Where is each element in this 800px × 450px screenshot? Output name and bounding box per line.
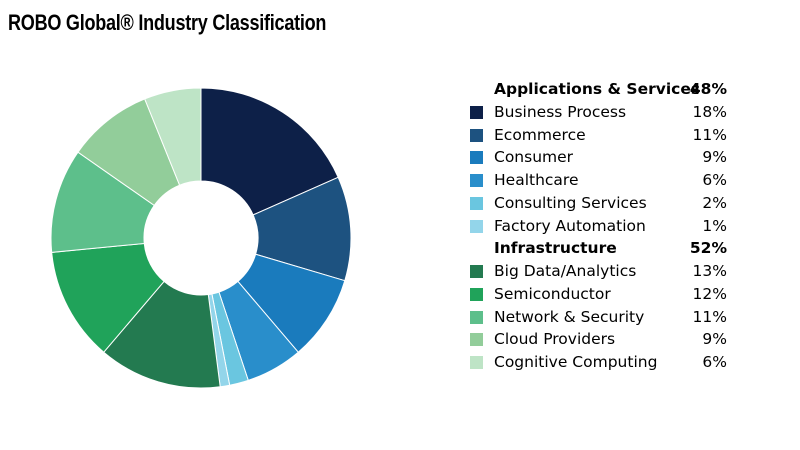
legend-value: 2% <box>702 193 727 212</box>
legend-item: Healthcare 6% <box>468 169 730 192</box>
legend-label: Ecommerce <box>494 125 586 144</box>
legend-group-value: 52% <box>689 239 727 258</box>
legend-group-label: Infrastructure <box>494 239 617 258</box>
legend-value: 6% <box>702 171 727 189</box>
legend-swatch <box>470 174 483 187</box>
legend-value: 9% <box>702 148 727 167</box>
legend-value: 12% <box>692 284 727 303</box>
legend-label: Semiconductor <box>494 284 611 303</box>
donut-slice-big-data-analytics <box>103 280 221 389</box>
legend-item: Semiconductor 12% <box>468 283 730 306</box>
legend-swatch <box>470 356 483 369</box>
legend-label: Cognitive Computing <box>494 353 658 371</box>
legend-swatch <box>470 196 483 210</box>
legend-swatch <box>470 219 483 233</box>
legend-group-header: Infrastructure 52% <box>468 237 730 260</box>
legend: Applications & Services 48% Business Proce… <box>468 78 730 374</box>
donut-slice-business-process <box>200 87 339 216</box>
legend-item: Consulting Services 2% <box>468 192 730 215</box>
legend-swatch <box>470 105 483 119</box>
legend-item: Business Process 18% <box>468 101 730 124</box>
donut-slice-cognitive-computing <box>144 87 202 186</box>
legend-group-value: 48% <box>689 80 727 98</box>
legend-group-label: Applications & Services <box>494 80 701 98</box>
legend-label: Consumer <box>494 148 574 167</box>
legend-label: Healthcare <box>494 171 579 189</box>
legend-value: 9% <box>702 330 727 349</box>
legend-swatch <box>470 287 483 301</box>
legend-value: 1% <box>702 216 727 235</box>
legend-label: Big Data/Analytics <box>494 262 637 280</box>
legend-swatch <box>470 333 483 347</box>
legend-item: Ecommerce 11% <box>468 124 730 147</box>
legend-group-header: Applications & Services 48% <box>468 78 730 101</box>
legend-item: Consumer 9% <box>468 146 730 169</box>
legend-swatch <box>470 310 483 324</box>
legend-swatch <box>470 151 483 165</box>
legend-value: 18% <box>692 102 727 121</box>
legend-label: Business Process <box>494 102 627 121</box>
legend-value: 11% <box>692 125 727 144</box>
legend-label: Consulting Services <box>494 193 647 212</box>
legend-value: 11% <box>692 307 727 326</box>
legend-item: Factory Automation 1% <box>468 215 730 238</box>
chart-title: ROBO Global® Industry Classification <box>8 10 327 35</box>
donut-slice-semiconductor <box>51 242 165 353</box>
legend-item: Network & Security 11% <box>468 306 730 329</box>
legend-swatch <box>470 128 483 142</box>
legend-swatch <box>470 265 483 278</box>
legend-label: Cloud Providers <box>494 330 616 349</box>
legend-item: Big Data/Analytics 13% <box>468 260 730 283</box>
legend-label: Network & Security <box>494 307 645 326</box>
legend-value: 6% <box>702 353 727 371</box>
legend-value: 13% <box>692 262 727 280</box>
legend-item: Cloud Providers 9% <box>468 328 730 351</box>
legend-item: Cognitive Computing 6% <box>468 351 730 374</box>
legend-label: Factory Automation <box>494 216 646 235</box>
